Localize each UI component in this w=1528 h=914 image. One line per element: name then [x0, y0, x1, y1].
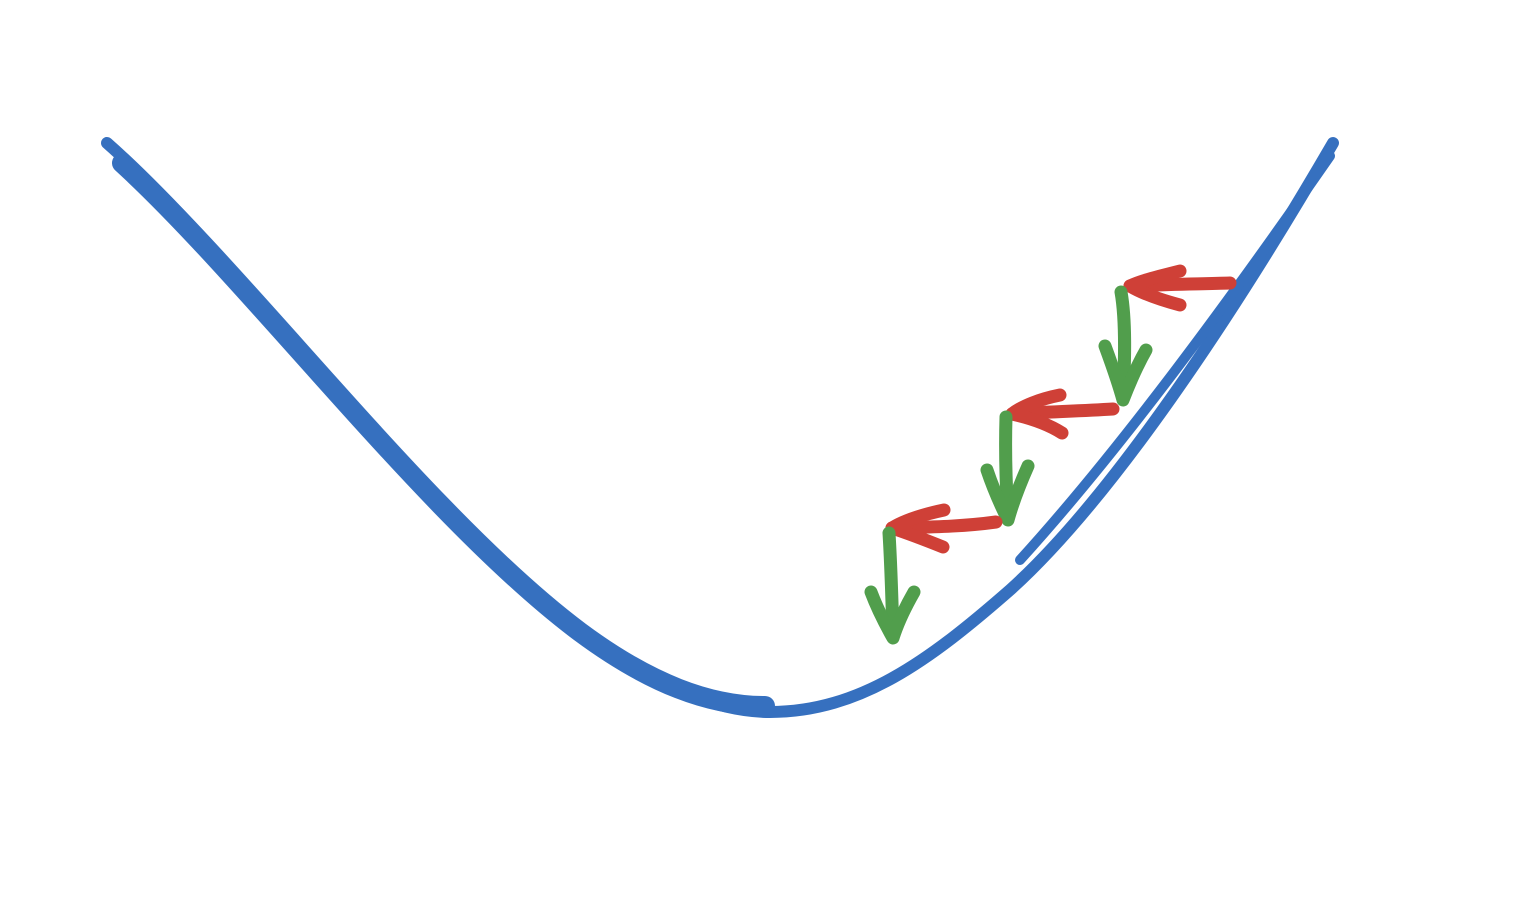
- step-arrow-4-head: [980, 459, 1035, 527]
- valley-curve-stroke-outer: [101, 137, 1339, 718]
- step-arrow-6-head: [864, 585, 921, 645]
- step-arrow-6: [864, 526, 921, 645]
- valley-curve-stroke-thick-left: [112, 153, 775, 716]
- step-arrow-1-head: [1123, 264, 1187, 312]
- step-arrow-1: [1123, 264, 1237, 312]
- step-arrow-4: [980, 410, 1035, 527]
- step-arrow-3-head: [1005, 388, 1069, 440]
- step-arrow-5: [885, 503, 1003, 554]
- step-arrow-2: [1098, 285, 1153, 407]
- step-arrow-3: [1005, 388, 1120, 440]
- valley-curve-stroke-thin-right: [1015, 151, 1335, 565]
- valley-curve: [101, 137, 1339, 718]
- step-arrow-2-head: [1098, 339, 1153, 407]
